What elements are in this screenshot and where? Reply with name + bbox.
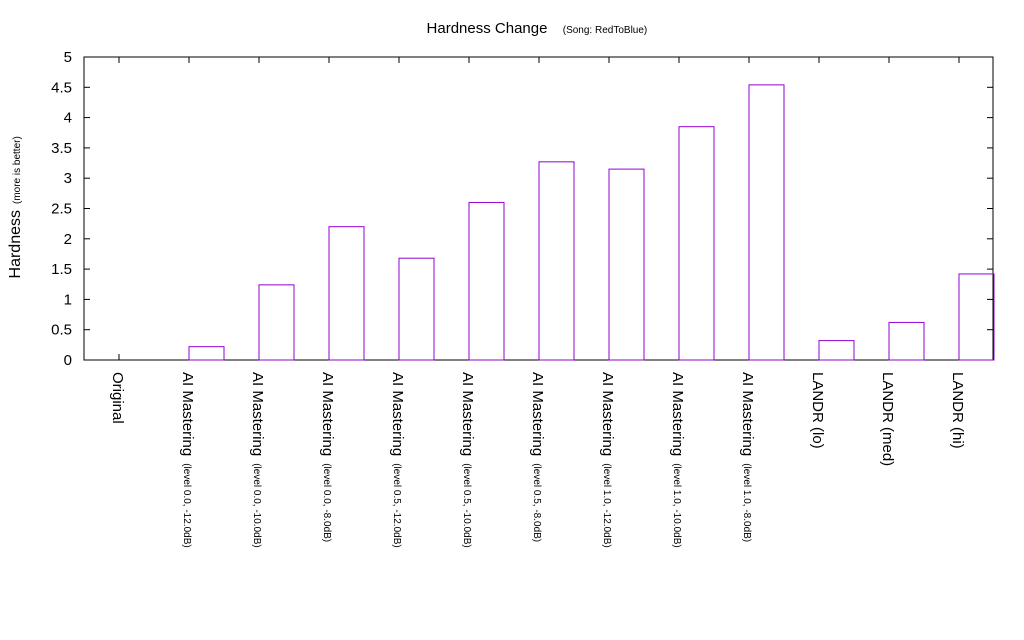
x-tick-sublabel: (level 1.0, -12.0dB) xyxy=(601,463,612,548)
y-axis-label-group: Hardness (more is better) xyxy=(7,136,24,278)
y-tick-label: 3.5 xyxy=(51,140,72,157)
bar xyxy=(888,321,925,361)
y-tick-label: 2 xyxy=(64,231,72,248)
x-tick-label-group: Original xyxy=(109,372,126,424)
bar xyxy=(818,340,855,361)
x-tick-sublabel: (level 0.0, -8.0dB) xyxy=(321,463,332,542)
y-axis-label: Hardness xyxy=(7,210,24,278)
x-tick-label-group: AI Mastering (level 0.5, -12.0dB) xyxy=(389,372,406,548)
y-tick-label: 3 xyxy=(64,170,72,187)
x-tick-sublabel: (level 0.5, -10.0dB) xyxy=(461,463,472,548)
x-tick-label: AI Mastering xyxy=(599,372,616,456)
x-tick-label: AI Mastering xyxy=(179,372,196,456)
y-axis-label-note: (more is better) xyxy=(12,136,23,204)
x-tick-label: AI Mastering xyxy=(669,372,686,456)
x-tick-label: LANDR (med) xyxy=(879,372,896,466)
x-tick-label: LANDR (lo) xyxy=(809,372,826,449)
chart-title: Hardness Change xyxy=(427,20,548,37)
x-tick-label-group: AI Mastering (level 0.5, -8.0dB) xyxy=(529,372,546,542)
bar xyxy=(958,273,995,361)
chart-subtitle: (Song: RedToBlue) xyxy=(563,25,648,36)
bar xyxy=(398,257,435,361)
y-tick-label: 1.5 xyxy=(51,261,72,278)
y-tick-label: 0.5 xyxy=(51,322,72,339)
x-tick-label: AI Mastering xyxy=(319,372,336,456)
bar xyxy=(538,161,575,361)
x-tick-sublabel: (level 0.0, -12.0dB) xyxy=(181,463,192,548)
x-tick-label-group: AI Mastering (level 1.0, -10.0dB) xyxy=(669,372,686,548)
y-tick-label: 2.5 xyxy=(51,201,72,218)
x-tick-label-group: LANDR (med) xyxy=(879,372,896,466)
y-tick-label: 0 xyxy=(64,352,72,369)
x-tick-label-group: AI Mastering (level 1.0, -12.0dB) xyxy=(599,372,616,548)
bar xyxy=(188,346,225,361)
x-tick-label-group: LANDR (hi) xyxy=(949,372,966,449)
x-tick-sublabel: (level 0.0, -10.0dB) xyxy=(251,463,262,548)
bar xyxy=(468,201,505,361)
x-tick-label: AI Mastering xyxy=(459,372,476,456)
x-tick-label-group: AI Mastering (level 0.0, -10.0dB) xyxy=(249,372,266,548)
x-tick-label-group: AI Mastering (level 1.0, -8.0dB) xyxy=(739,372,756,542)
bar xyxy=(328,226,365,361)
x-tick-sublabel: (level 0.5, -8.0dB) xyxy=(531,463,542,542)
plot-area: 0 0.5 1 1.5 2 2.5 3 3.5 4 4.5 5 Original AI Masterin… xyxy=(51,49,995,548)
x-tick-sublabel: (level 0.5, -12.0dB) xyxy=(391,463,402,548)
y-tick-label: 5 xyxy=(64,49,72,66)
x-tick-label: AI Mastering xyxy=(249,372,266,456)
bar xyxy=(258,284,295,361)
bar xyxy=(678,126,715,361)
x-tick-label: LANDR (hi) xyxy=(949,372,966,449)
x-tick-sublabel: (level 1.0, -10.0dB) xyxy=(671,463,682,548)
y-tick-label: 4.5 xyxy=(51,79,72,96)
x-tick-label-group: AI Mastering (level 0.0, -12.0dB) xyxy=(179,372,196,548)
x-tick-label-group: LANDR (lo) xyxy=(809,372,826,449)
x-tick-sublabel: (level 1.0, -8.0dB) xyxy=(741,463,752,542)
y-tick-label: 1 xyxy=(64,291,72,308)
y-tick-label: 4 xyxy=(64,110,72,127)
x-tick-label: Original xyxy=(109,372,126,424)
bar xyxy=(748,84,785,361)
x-tick-label-group: AI Mastering (level 0.0, -8.0dB) xyxy=(319,372,336,542)
x-tick-label: AI Mastering xyxy=(529,372,546,456)
x-tick-label: AI Mastering xyxy=(739,372,756,456)
x-tick-label-group: AI Mastering (level 0.5, -10.0dB) xyxy=(459,372,476,548)
bar xyxy=(608,168,645,361)
x-tick-label: AI Mastering xyxy=(389,372,406,456)
